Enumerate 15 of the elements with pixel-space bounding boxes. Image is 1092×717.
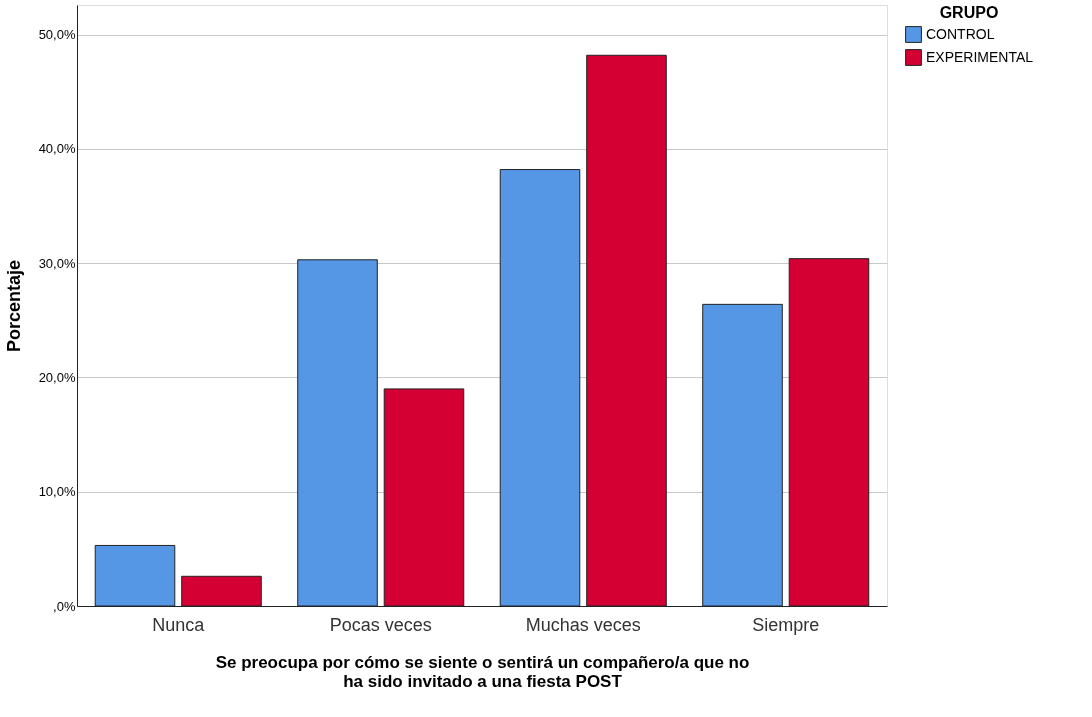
y-tick-label: 40,0%	[38, 141, 76, 157]
x-tick-label: Siempre	[752, 614, 820, 635]
x-tick-label: Muchas veces	[525, 614, 641, 635]
y-tick-label: 10,0%	[38, 484, 76, 500]
y-tick-label: ,0%	[53, 598, 76, 614]
x-axis-title: Se preocupa por cómo se siente o sentirá un compañero/a que no ha sido invitado a una fiesta POST	[215, 652, 750, 691]
legend-title: GRUPO	[939, 4, 999, 21]
x-tick-label: Pocas veces	[329, 614, 432, 635]
legend-label: CONTROL	[926, 25, 995, 42]
y-tick-label: 20,0%	[38, 369, 76, 385]
y-axis-title: Porcentaje	[3, 259, 24, 353]
y-tick-label: 30,0%	[38, 255, 76, 271]
legend-label: EXPERIMENTAL	[926, 48, 1034, 65]
x-tick-label: Nunca	[152, 614, 206, 635]
y-tick-label: 50,0%	[38, 27, 76, 43]
